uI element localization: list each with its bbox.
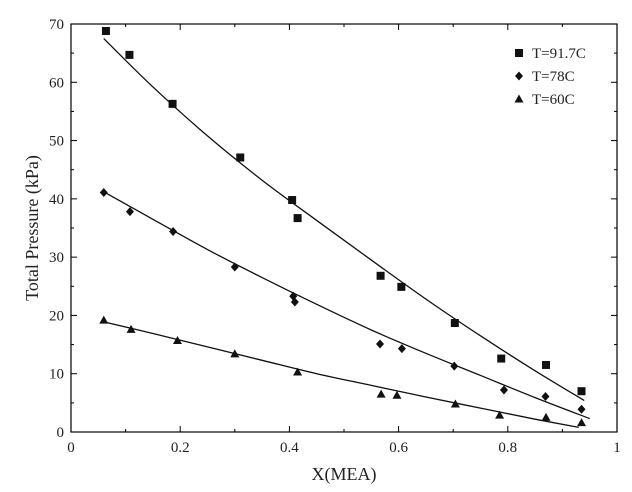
data-point-series-2 <box>577 404 586 414</box>
data-point-series-1 <box>542 360 551 369</box>
legend-marker-series-1 <box>515 49 523 57</box>
data-point-series-3 <box>376 389 386 398</box>
data-point-series-3 <box>99 315 109 324</box>
y-tick-label: 10 <box>49 367 64 383</box>
y-tick-label: 0 <box>57 425 65 441</box>
legend-label-series-2: T=78C <box>532 69 575 85</box>
legend: T=91.7C T=78C T=60C <box>514 46 586 108</box>
data-point-series-3 <box>126 324 136 333</box>
data-point-series-1 <box>577 387 586 396</box>
data-point-series-3 <box>172 335 182 344</box>
data-point-series-2 <box>397 344 406 354</box>
data-point-series-3 <box>450 399 460 408</box>
data-point-series-3 <box>230 349 240 358</box>
data-point-series-3 <box>577 418 587 427</box>
fit-curve-series-3 <box>103 321 579 428</box>
data-point-series-1 <box>497 354 506 363</box>
x-tick-label: 1 <box>613 440 621 456</box>
data-point-series-2 <box>125 207 134 217</box>
data-point-series-2 <box>376 339 385 349</box>
y-tick-label: 60 <box>49 75 64 91</box>
data-point-series-2 <box>499 385 508 395</box>
data-point-series-1 <box>450 319 459 328</box>
data-points <box>99 26 587 427</box>
fit-curve-series-2 <box>103 191 590 420</box>
data-point-series-2 <box>99 187 108 197</box>
data-point-series-2 <box>541 391 550 401</box>
data-point-series-1 <box>293 214 302 223</box>
data-point-series-3 <box>541 412 551 421</box>
data-point-series-1 <box>101 26 110 35</box>
legend-label-series-3: T=60C <box>532 92 575 108</box>
y-tick-label: 50 <box>49 134 64 150</box>
data-point-series-1 <box>397 282 406 291</box>
x-axis-title: X(MEA) <box>312 464 377 485</box>
data-point-series-1 <box>288 196 297 205</box>
data-point-series-2 <box>230 262 239 272</box>
data-point-series-3 <box>392 390 402 399</box>
data-point-series-3 <box>293 367 303 376</box>
y-tick-label: 30 <box>49 250 64 266</box>
data-point-series-1 <box>168 99 177 108</box>
data-point-series-1 <box>376 271 385 280</box>
x-tick-label: 0.8 <box>498 440 517 456</box>
x-tick-label: 0.6 <box>389 440 408 456</box>
legend-marker-series-2 <box>515 71 523 81</box>
y-axis-title: Total Pressure (kPa) <box>22 155 43 301</box>
x-tick-label: 0.4 <box>280 440 299 456</box>
x-tick-label: 0.2 <box>171 440 190 456</box>
legend-marker-series-3 <box>514 94 524 103</box>
data-point-series-2 <box>450 361 459 371</box>
y-tick-label: 70 <box>49 17 64 33</box>
data-point-series-2 <box>290 297 299 307</box>
fit-curve-series-1 <box>103 38 585 402</box>
y-tick-label: 20 <box>49 308 64 324</box>
x-tick-label: 0 <box>67 440 75 456</box>
y-tick-label: 40 <box>49 192 64 208</box>
data-point-series-3 <box>495 410 505 419</box>
data-point-series-1 <box>125 50 134 59</box>
data-point-series-2 <box>169 226 178 236</box>
data-point-series-1 <box>236 153 245 162</box>
legend-label-series-1: T=91.7C <box>532 46 586 62</box>
fit-curves <box>103 38 590 428</box>
